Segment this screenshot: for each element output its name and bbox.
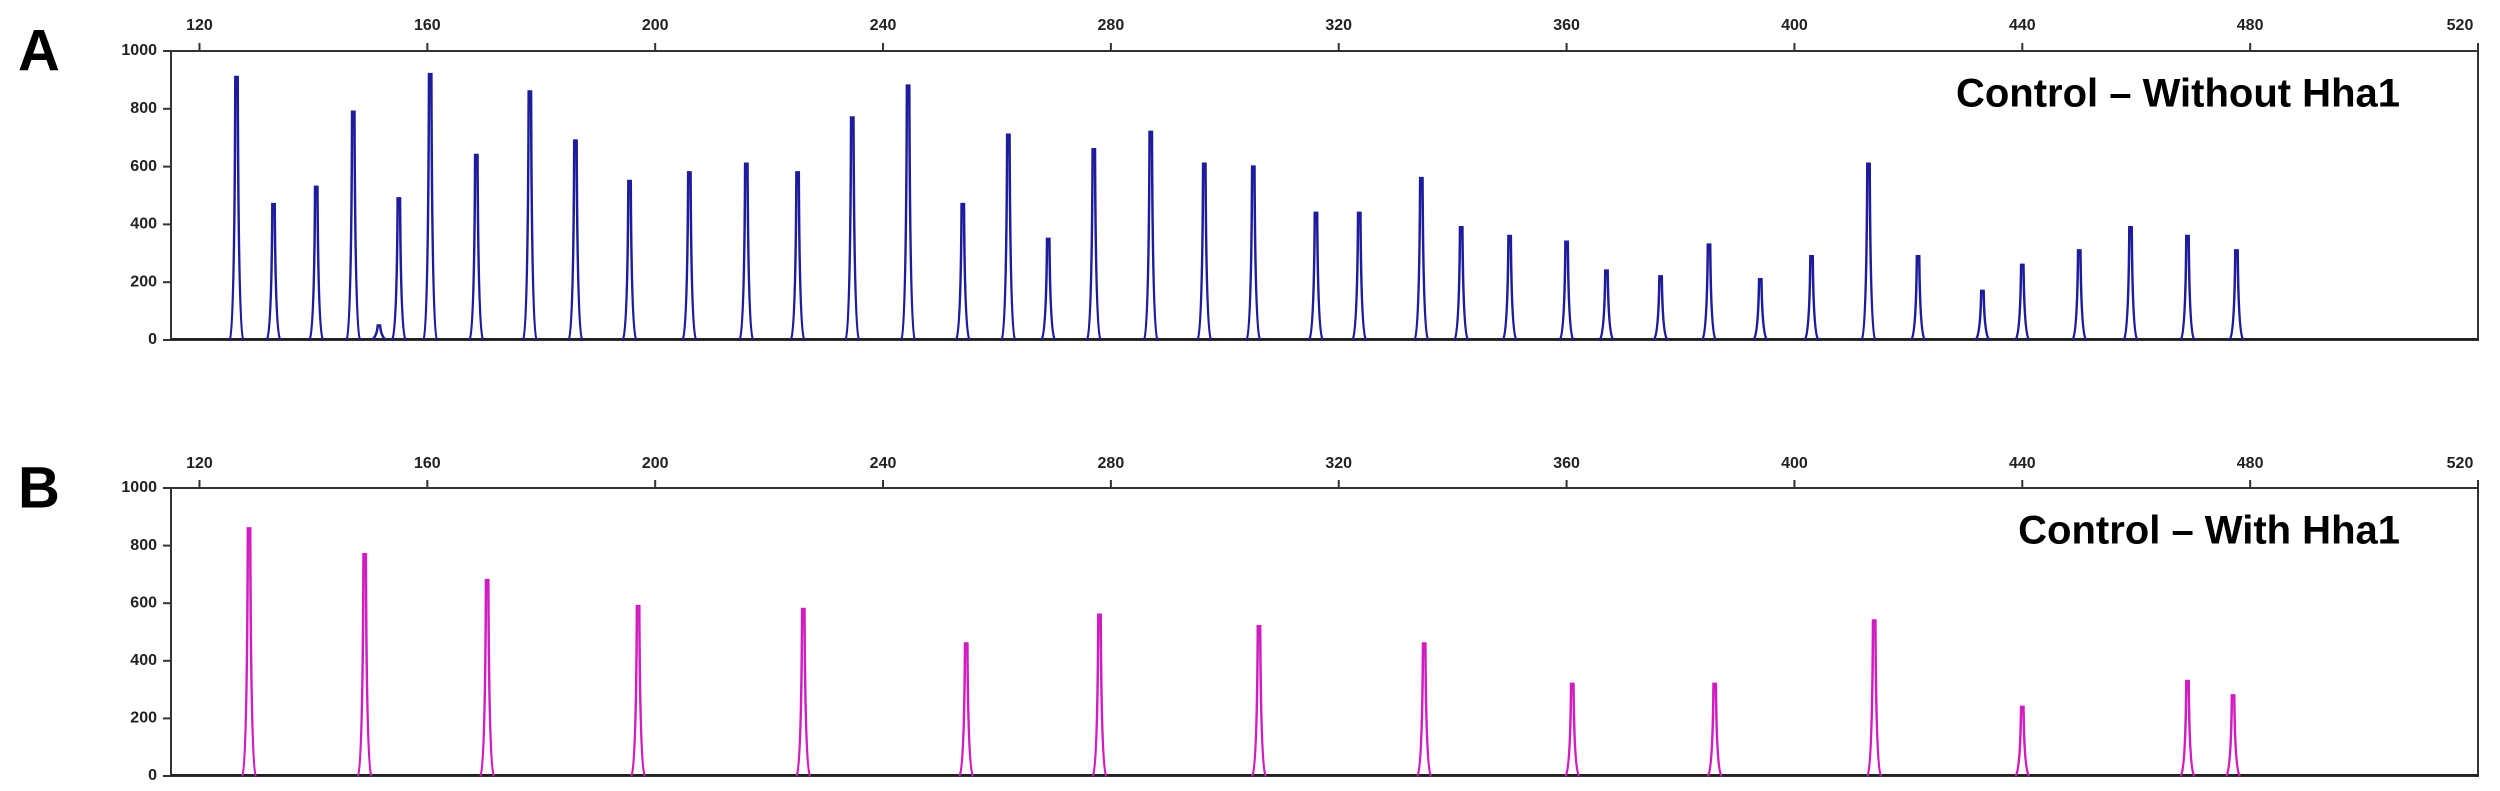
peak	[1501, 234, 1518, 341]
peak	[1040, 237, 1057, 341]
peak	[899, 84, 917, 341]
peak	[844, 116, 861, 341]
peak	[228, 75, 245, 341]
x-tick-label: 120	[186, 17, 213, 34]
peak	[390, 197, 407, 341]
peak	[1413, 176, 1430, 341]
x-tick-label: 520	[2447, 455, 2474, 472]
peak	[567, 139, 584, 341]
peak	[1142, 130, 1159, 341]
y-tick-label: 800	[130, 100, 157, 117]
peak	[2228, 249, 2245, 341]
peak	[2122, 226, 2139, 341]
panel-label: A	[18, 18, 60, 83]
y-tick-label: 1000	[121, 479, 157, 496]
x-tick-label: 400	[1781, 455, 1808, 472]
peak	[345, 110, 362, 341]
x-tick-label: 200	[642, 455, 669, 472]
peak	[1453, 226, 1470, 341]
peak	[2225, 694, 2242, 777]
y-tick-label: 200	[130, 710, 157, 727]
y-tick-label: 0	[148, 767, 157, 784]
x-tick-label: 120	[186, 455, 213, 472]
peak	[2014, 263, 2031, 341]
x-tick-label: 320	[1325, 17, 1352, 34]
annotation: Control – Without Hha1	[1956, 72, 2400, 116]
peak	[1245, 165, 1262, 341]
peak	[2179, 234, 2196, 341]
peak	[1700, 243, 1718, 341]
y-tick-label: 1000	[121, 42, 157, 59]
x-tick-label: 440	[2009, 17, 2036, 34]
y-tick-label: 0	[148, 331, 157, 348]
peak	[1860, 162, 1877, 341]
x-tick-label: 520	[2447, 17, 2474, 34]
peak	[1564, 682, 1581, 777]
annotation: Control – With Hha1	[2018, 509, 2400, 553]
peak	[479, 578, 496, 777]
peak	[1196, 162, 1213, 341]
x-tick-label: 280	[1098, 17, 1125, 34]
y-tick-label: 200	[130, 273, 157, 290]
x-tick-label: 440	[2009, 455, 2036, 472]
peak	[1752, 278, 1769, 341]
x-tick-label: 360	[1553, 455, 1580, 472]
x-tick-label: 320	[1325, 455, 1352, 472]
peak	[954, 202, 971, 341]
y-tick-label: 600	[130, 594, 157, 611]
peak	[1000, 133, 1017, 341]
peak	[1351, 211, 1368, 341]
peak	[265, 202, 282, 341]
peak	[1803, 254, 1820, 341]
y-tick-label: 800	[130, 537, 157, 554]
peak	[240, 527, 258, 777]
x-tick-label: 160	[414, 455, 441, 472]
x-tick-label: 400	[1781, 17, 1808, 34]
x-tick-label: 480	[2237, 455, 2264, 472]
x-tick-label: 480	[2237, 17, 2264, 34]
x-tick-label: 200	[642, 17, 669, 34]
peak	[422, 72, 439, 341]
peak	[1598, 269, 1615, 341]
y-tick-label: 400	[130, 652, 157, 669]
peak	[371, 324, 387, 341]
x-tick-label: 280	[1098, 455, 1125, 472]
x-tick-label: 360	[1553, 17, 1580, 34]
peak	[356, 552, 373, 777]
peak	[681, 171, 698, 341]
peak	[958, 642, 975, 777]
peak	[2071, 249, 2088, 341]
peak	[621, 179, 638, 341]
peak	[1974, 289, 1991, 341]
peak	[1909, 254, 1927, 341]
peak	[1085, 148, 1102, 341]
x-tick-label: 240	[870, 455, 897, 472]
peak	[1091, 613, 1108, 777]
peak	[1416, 642, 1433, 777]
peak	[308, 185, 325, 341]
panel-label: B	[18, 455, 60, 520]
x-tick-label: 240	[870, 17, 897, 34]
peak	[738, 162, 755, 341]
peak	[1706, 682, 1723, 777]
y-tick-label: 400	[130, 216, 157, 233]
peak	[1250, 624, 1268, 777]
y-tick-label: 600	[130, 158, 157, 175]
peak	[468, 153, 485, 341]
peak	[789, 171, 806, 341]
peak	[629, 604, 647, 777]
peak	[2179, 679, 2196, 777]
peak	[1866, 619, 1883, 777]
peak	[1652, 275, 1669, 341]
peak	[1307, 211, 1325, 341]
peak	[795, 607, 812, 777]
x-tick-label: 160	[414, 17, 441, 34]
peak	[1558, 240, 1575, 341]
peak	[2014, 705, 2031, 777]
peak	[521, 90, 539, 341]
